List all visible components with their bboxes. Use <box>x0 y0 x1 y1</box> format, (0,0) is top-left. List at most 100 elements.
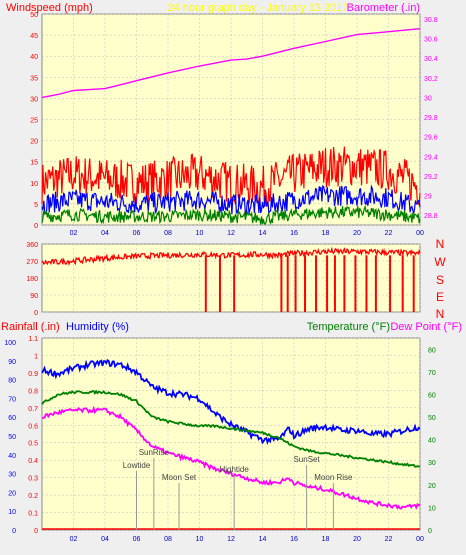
event-label: SunRise <box>139 448 170 457</box>
wind-barometer-chart: 0 5 10 15 20 25 30 35 40 45 50 28.8 29 29.2 29.4 29.6 29… <box>30 12 438 237</box>
wind-x-tick-label: 22 <box>385 230 393 237</box>
rain-y-tick-label: 1 <box>34 353 38 360</box>
rain-y-tick-label: 0.5 <box>28 441 38 448</box>
barometer-y-tick-label: 29.4 <box>424 154 438 161</box>
series-dewpoint <box>41 405 421 510</box>
temperature-y-tick-label: 10 <box>428 505 436 512</box>
direction-y-tick-label: 0 <box>34 310 38 317</box>
humidity-axis-label: Humidity (%) <box>66 321 129 333</box>
wind-y-tick-label: 15 <box>30 160 38 167</box>
wind-x-tick-label: 02 <box>70 230 78 237</box>
wind-x-tick-label: 04 <box>101 230 109 237</box>
wind-x-tick-label: 16 <box>290 230 298 237</box>
barometer-y-tick-label: 29 <box>424 194 432 201</box>
barometer-series <box>41 28 421 99</box>
wind-x-tick-label: 00 <box>416 230 424 237</box>
dewpoint-axis-label: Dew Point (°F) <box>390 321 462 333</box>
temperature-y-tick-label: 20 <box>428 483 436 490</box>
wind-series-low <box>41 204 421 226</box>
compass-label-s: S <box>436 273 444 287</box>
wind-x-tick-label: 18 <box>322 230 330 237</box>
humidity-y-tick-label: 90 <box>8 359 16 366</box>
rain-y-tick-label: 0.9 <box>28 371 38 378</box>
humidity-y-tick-label: 10 <box>8 509 16 516</box>
wind-y-tick-label: 50 <box>30 12 38 19</box>
humidity-x-tick-label: 12 <box>227 536 235 543</box>
event-label: Hightide <box>219 465 249 474</box>
barometer-y-tick-label: 29.2 <box>424 174 438 181</box>
wind-x-tick-label: 14 <box>259 230 267 237</box>
compass-label-w: W <box>434 255 446 269</box>
barometer-axis-label: Barometer (.in) <box>347 2 420 14</box>
barometer-y-tick-label: 29.8 <box>424 115 438 122</box>
wind-y-tick-label: 10 <box>30 181 38 188</box>
humidity-temperature-chart: 0 0.1 0.2 0.3 0.4 0.5 0.6 0.7 0.8 0.9 1 1.1 0 10 20 30 4… <box>4 336 436 543</box>
wind-series-avg <box>41 184 421 216</box>
series-humidity <box>41 358 421 445</box>
temperature-axis-label: Temperature (°F) <box>307 321 390 333</box>
compass-label-n-top: N <box>436 237 445 251</box>
direction-y-tick-label: 180 <box>26 276 38 283</box>
humidity-y-tick-label: 70 <box>8 396 16 403</box>
wind-y-tick-label: 30 <box>30 96 38 103</box>
temperature-y-tick-label: 30 <box>428 460 436 467</box>
compass-label-e: E <box>436 290 444 304</box>
event-label: SunSet <box>293 455 320 464</box>
wind-y-tick-label: 35 <box>30 75 38 82</box>
humidity-x-tick-label: 18 <box>322 536 330 543</box>
chart-title: 24 hour graph day - January 13 2017 <box>167 2 348 14</box>
barometer-y-tick-label: 30.6 <box>424 37 438 44</box>
rain-y-tick-label: 0.3 <box>28 476 38 483</box>
wind-x-tick-label: 06 <box>133 230 141 237</box>
humidity-y-tick-label: 0 <box>12 528 16 535</box>
wind-y-tick-label: 45 <box>30 33 38 40</box>
temperature-y-tick-label: 60 <box>428 392 436 399</box>
event-label: Moon Set <box>162 473 197 482</box>
temperature-y-tick-label: 50 <box>428 415 436 422</box>
humidity-x-tick-label: 14 <box>259 536 267 543</box>
rain-y-tick-label: 0.7 <box>28 406 38 413</box>
event-label: Moon Rise <box>314 473 353 482</box>
event-label: Lowtide <box>123 461 151 470</box>
humidity-x-tick-label: 16 <box>290 536 298 543</box>
humidity-x-tick-label: 10 <box>196 536 204 543</box>
direction-y-tick-label: 270 <box>26 259 38 266</box>
barometer-y-tick-label: 30.2 <box>424 76 438 83</box>
rain-y-tick-label: 0.2 <box>28 493 38 500</box>
compass-label-n-bottom: N <box>436 307 445 321</box>
humidity-x-tick-label: 04 <box>101 536 109 543</box>
barometer-y-tick-label: 28.8 <box>424 213 438 220</box>
humidity-x-tick-label: 08 <box>164 536 172 543</box>
rain-y-tick-label: 0.6 <box>28 423 38 430</box>
humidity-y-tick-label: 100 <box>4 340 16 347</box>
humidity-y-tick-label: 20 <box>8 490 16 497</box>
rain-y-tick-label: 0.8 <box>28 388 38 395</box>
wind-y-tick-label: 0 <box>34 223 38 230</box>
wind-direction-chart: 0 90 180 270 360 <box>26 242 421 317</box>
rain-y-tick-label: 0 <box>34 528 38 535</box>
wind-y-tick-label: 25 <box>30 118 38 125</box>
rain-y-tick-label: 0.4 <box>28 458 38 465</box>
humidity-x-tick-label: 22 <box>385 536 393 543</box>
barometer-y-tick-label: 29.6 <box>424 135 438 142</box>
humidity-x-tick-label: 02 <box>70 536 78 543</box>
rain-y-tick-label: 0.1 <box>28 511 38 518</box>
temperature-y-tick-label: 0 <box>428 528 432 535</box>
wind-x-tick-label: 10 <box>196 230 204 237</box>
direction-series <box>41 246 421 267</box>
wind-x-tick-label: 20 <box>353 230 361 237</box>
wind-x-tick-label: 12 <box>227 230 235 237</box>
humidity-y-tick-label: 60 <box>8 415 16 422</box>
barometer-y-tick-label: 30.8 <box>424 17 438 24</box>
humidity-y-tick-label: 30 <box>8 472 16 479</box>
rain-y-tick-label: 1.1 <box>28 336 38 343</box>
temperature-y-tick-label: 40 <box>428 438 436 445</box>
direction-y-tick-label: 360 <box>26 242 38 249</box>
humidity-x-tick-label: 00 <box>416 536 424 543</box>
humidity-y-tick-label: 80 <box>8 378 16 385</box>
windspeed-axis-label: Windspeed (mph) <box>6 2 93 14</box>
wind-y-tick-label: 40 <box>30 54 38 61</box>
humidity-x-tick-label: 20 <box>353 536 361 543</box>
